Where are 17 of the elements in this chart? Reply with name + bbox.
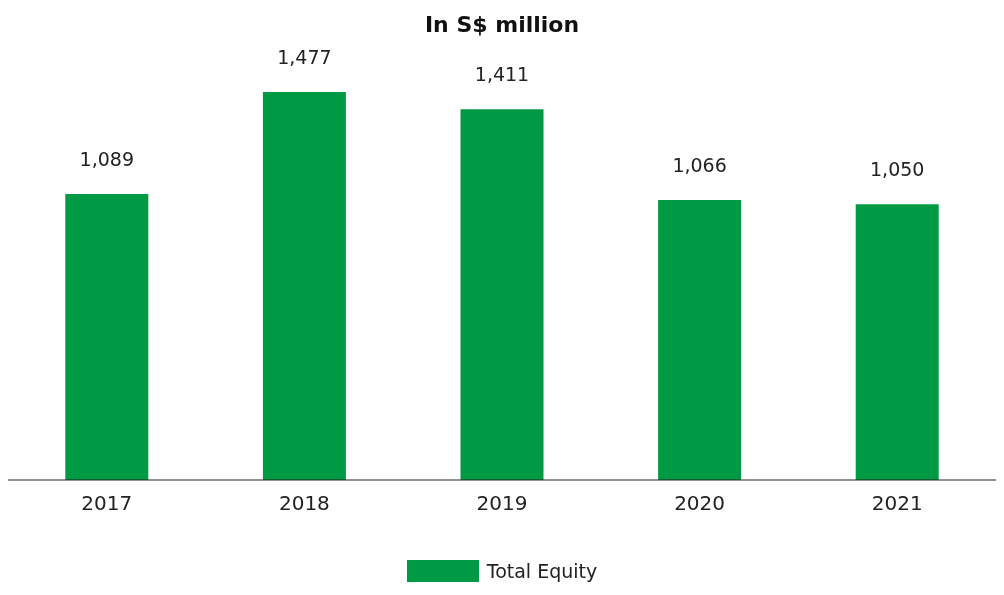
bar	[460, 109, 544, 480]
x-tick-label: 2020	[674, 491, 726, 516]
x-tick-label: 2019	[476, 491, 528, 516]
x-tick-label: 2021	[871, 491, 923, 516]
x-tick-label: 2017	[81, 491, 133, 516]
legend-label: Total Equity	[486, 560, 598, 582]
data-label: 1,477	[277, 46, 332, 68]
data-label: 1,050	[870, 158, 925, 181]
x-tick-label: 2018	[278, 491, 330, 516]
data-label: 1,066	[672, 153, 727, 176]
bar	[65, 193, 149, 480]
bar	[262, 92, 346, 480]
bar	[658, 199, 742, 480]
data-label: 1,089	[79, 147, 135, 170]
bar	[855, 204, 939, 480]
chart-title: In S$ million	[423, 11, 581, 39]
data-label: 1,411	[474, 63, 530, 86]
